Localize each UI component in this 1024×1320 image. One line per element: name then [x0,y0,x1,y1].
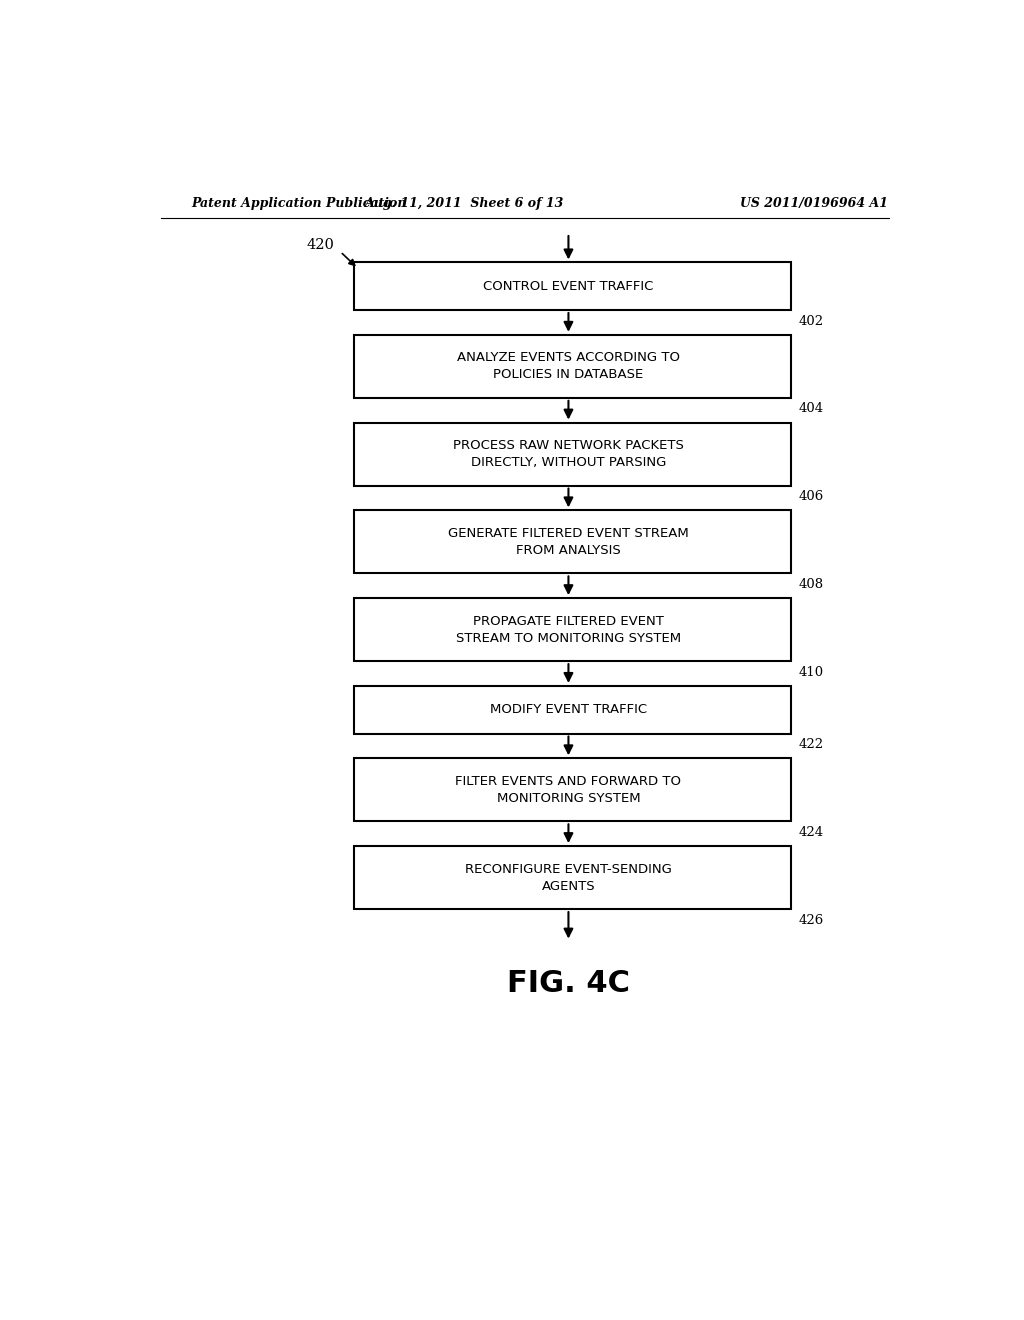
Text: FIG. 4C: FIG. 4C [507,969,630,998]
Text: 402: 402 [799,314,823,327]
Text: Aug. 11, 2011  Sheet 6 of 13: Aug. 11, 2011 Sheet 6 of 13 [366,197,565,210]
Text: 410: 410 [799,665,823,678]
Text: MODIFY EVENT TRAFFIC: MODIFY EVENT TRAFFIC [489,704,647,717]
Text: FILTER EVENTS AND FORWARD TO
MONITORING SYSTEM: FILTER EVENTS AND FORWARD TO MONITORING … [456,775,681,805]
Text: 404: 404 [799,403,823,416]
Text: 406: 406 [799,490,823,503]
Bar [354,511,791,573]
Bar [354,846,791,909]
Bar [354,263,791,310]
Text: GENERATE FILTERED EVENT STREAM
FROM ANALYSIS: GENERATE FILTERED EVENT STREAM FROM ANAL… [449,527,689,557]
Text: ANALYZE EVENTS ACCORDING TO
POLICIES IN DATABASE: ANALYZE EVENTS ACCORDING TO POLICIES IN … [457,351,680,381]
Text: 426: 426 [799,913,823,927]
Bar [354,335,791,397]
Text: PROCESS RAW NETWORK PACKETS
DIRECTLY, WITHOUT PARSING: PROCESS RAW NETWORK PACKETS DIRECTLY, WI… [453,440,684,469]
Bar [354,686,791,734]
Text: 420: 420 [306,239,334,252]
Text: 422: 422 [799,738,823,751]
Text: PROPAGATE FILTERED EVENT
STREAM TO MONITORING SYSTEM: PROPAGATE FILTERED EVENT STREAM TO MONIT… [456,615,681,644]
Bar [354,422,791,486]
Text: Patent Application Publication: Patent Application Publication [191,197,408,210]
Text: 408: 408 [799,578,823,591]
Text: RECONFIGURE EVENT-SENDING
AGENTS: RECONFIGURE EVENT-SENDING AGENTS [465,862,672,892]
Text: CONTROL EVENT TRAFFIC: CONTROL EVENT TRAFFIC [483,280,653,293]
Text: US 2011/0196964 A1: US 2011/0196964 A1 [740,197,888,210]
Bar [354,598,791,661]
Text: 424: 424 [799,826,823,840]
Bar [354,758,791,821]
